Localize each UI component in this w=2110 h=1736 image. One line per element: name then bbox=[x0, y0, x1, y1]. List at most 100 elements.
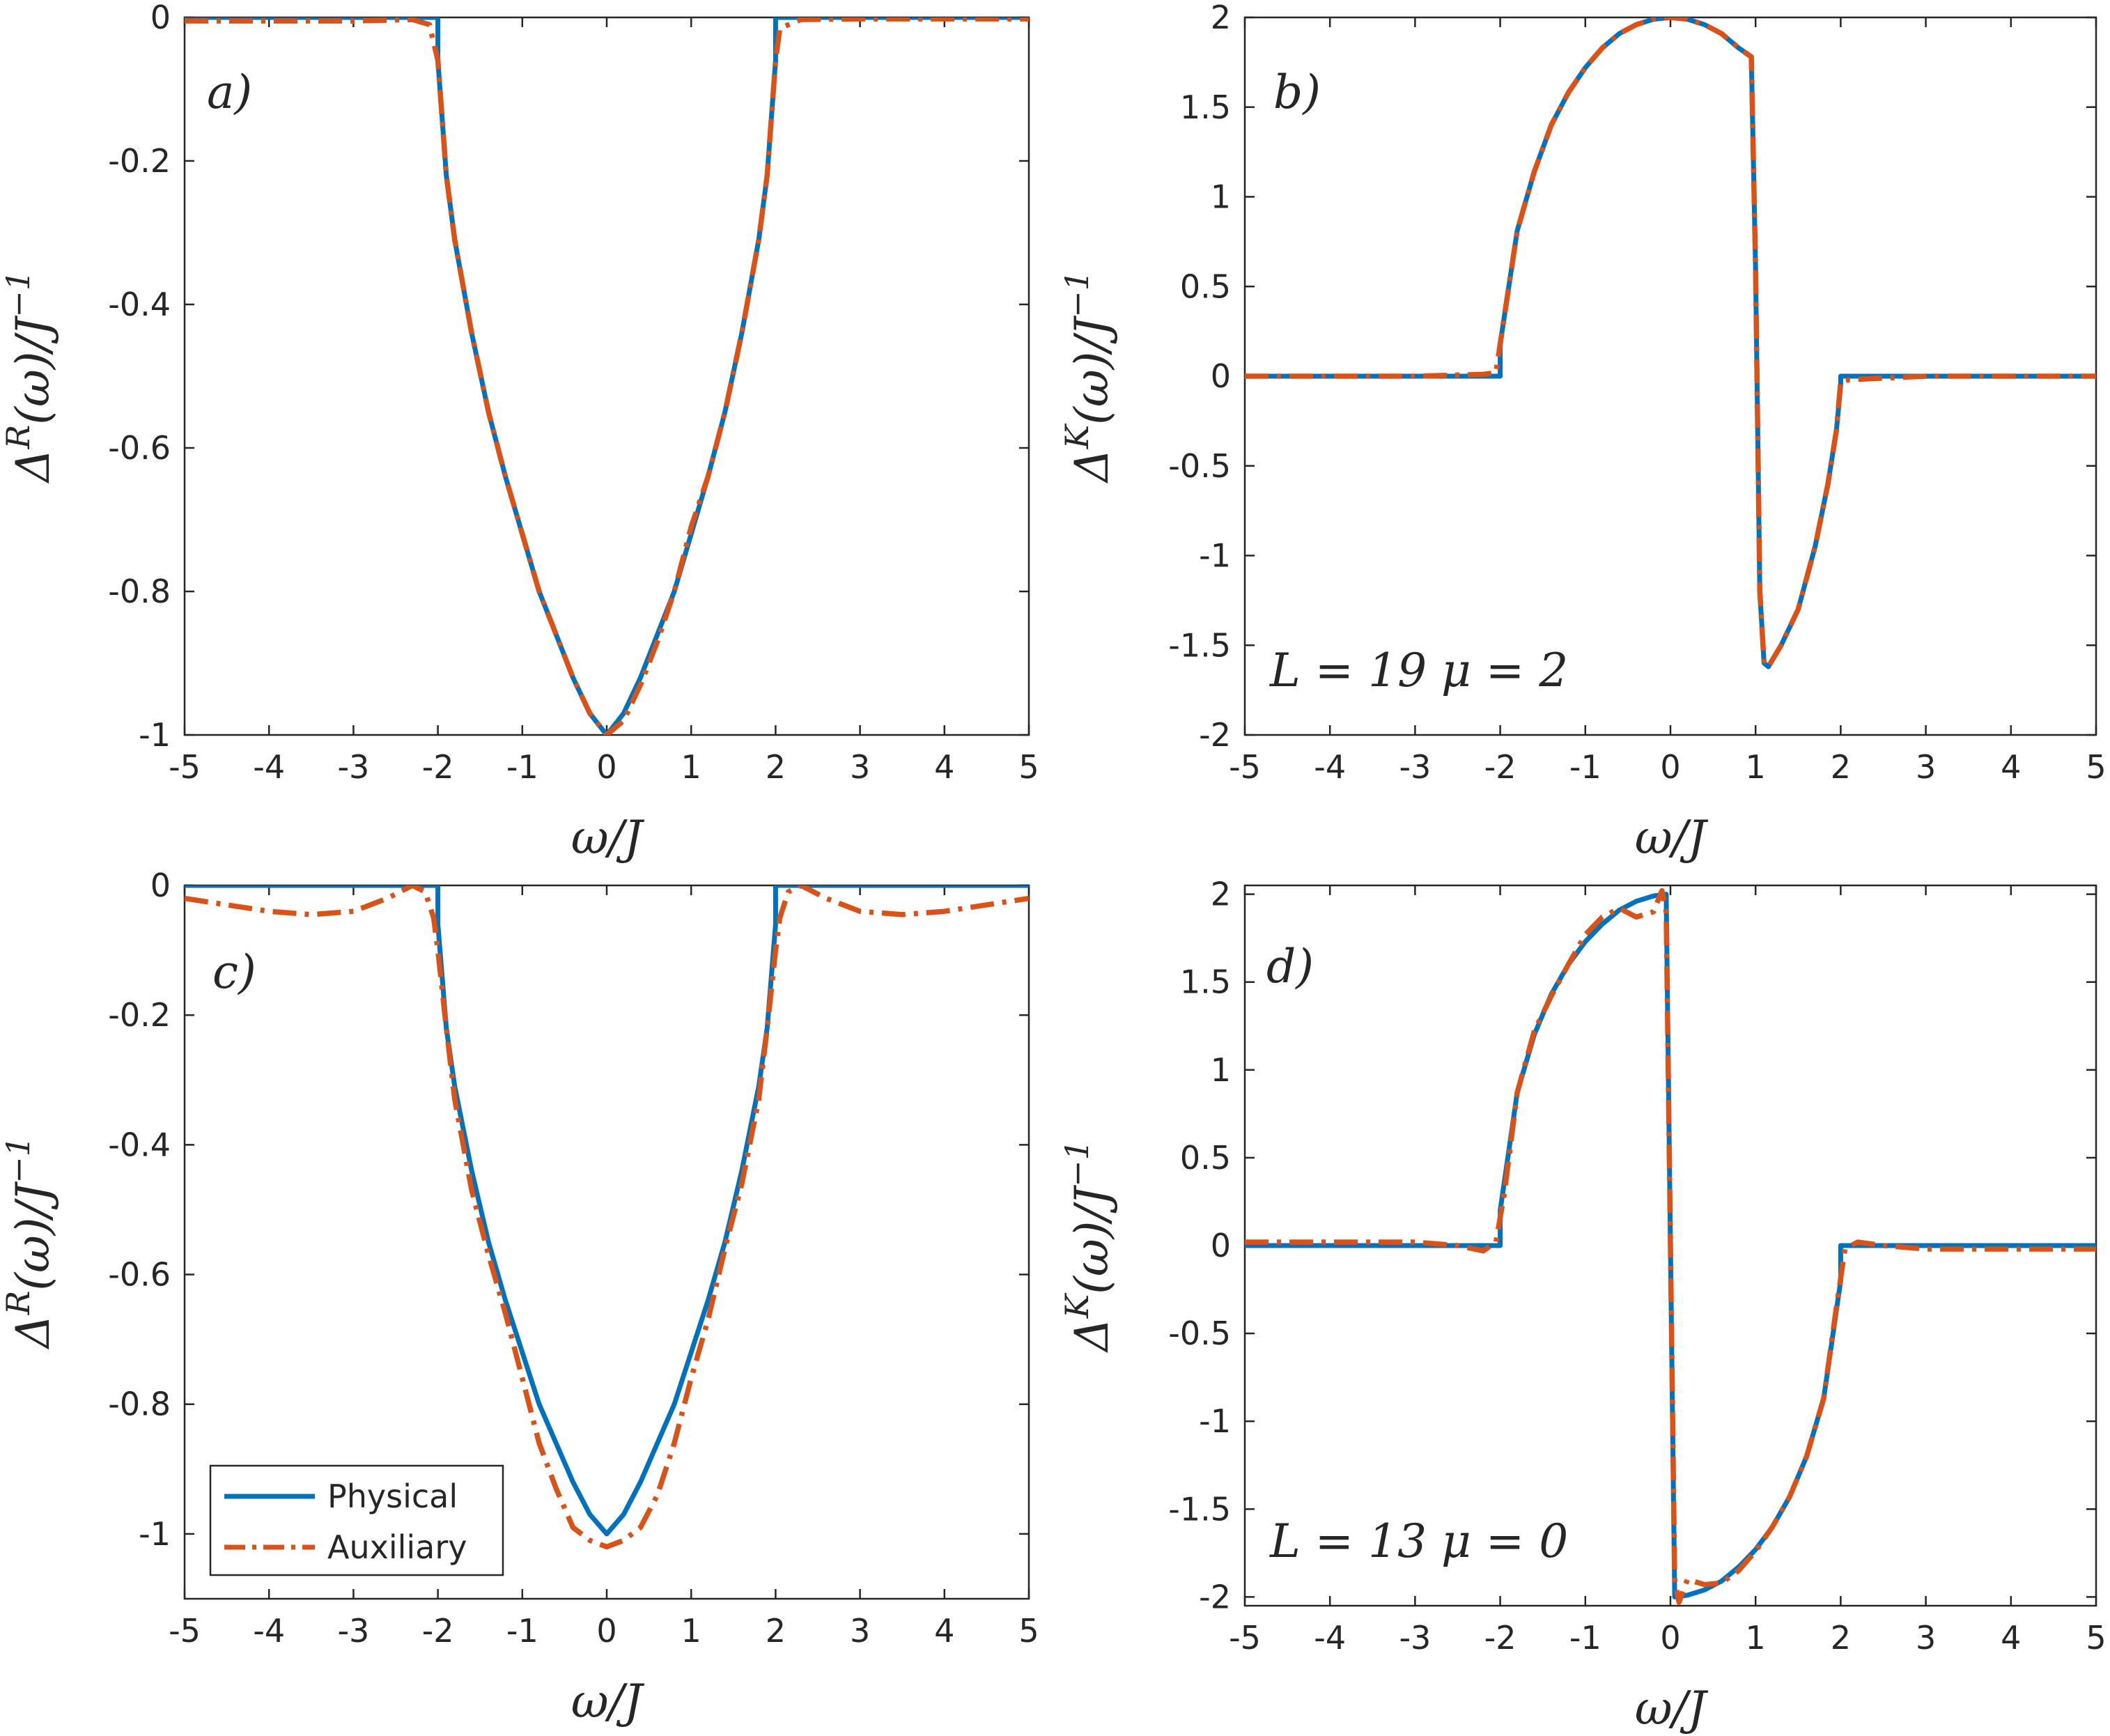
x-axis-title: ω/J bbox=[571, 1675, 645, 1728]
x-tick-label: -2 bbox=[422, 1612, 454, 1650]
x-tick-label: 4 bbox=[934, 748, 954, 786]
plot-area bbox=[185, 17, 1029, 735]
y-tick-label: -0.5 bbox=[1168, 1315, 1231, 1352]
y-tick-label: 0 bbox=[1211, 1227, 1231, 1264]
x-tick-label: -2 bbox=[1484, 1619, 1516, 1657]
x-tick-label: 2 bbox=[1831, 1619, 1851, 1657]
y-tick-label: -2 bbox=[1199, 716, 1231, 754]
y-tick-label: -1 bbox=[1199, 1402, 1231, 1440]
plot-area bbox=[185, 885, 1029, 1550]
x-tick-label: 3 bbox=[1916, 1619, 1936, 1657]
panel-label: d) bbox=[1266, 940, 1314, 993]
panel-label: b) bbox=[1273, 65, 1321, 119]
x-tick-label: 0 bbox=[1660, 748, 1680, 786]
y-tick-label: 0 bbox=[150, 867, 171, 904]
x-tick-label: -3 bbox=[1399, 1619, 1431, 1657]
y-tick-label: 1 bbox=[1211, 178, 1231, 216]
legend: Physical Auxiliary bbox=[209, 1464, 504, 1576]
y-tick-label: -1 bbox=[1199, 537, 1231, 575]
y-tick-label: -2 bbox=[1199, 1578, 1231, 1615]
panel-2: -5 -4 -3 -2 -1 0 1 2 3 4 5 -2 -1.5 -1 -0.5 0 0.5 1 1.5 2 b) L… bbox=[1058, 0, 2107, 865]
x-tick-label: 3 bbox=[850, 748, 870, 786]
x-tick-label: -1 bbox=[1569, 748, 1601, 786]
x-tick-label: -1 bbox=[506, 1612, 538, 1650]
y-tick-label: -1 bbox=[139, 1515, 171, 1553]
y-tick-label: -0.4 bbox=[108, 286, 171, 323]
panel-label: a) bbox=[207, 65, 252, 119]
y-tick-label: -0.2 bbox=[108, 996, 171, 1034]
panel-label: c) bbox=[212, 945, 256, 999]
y-tick-label: -0.5 bbox=[1168, 447, 1231, 485]
axes-box bbox=[183, 16, 1030, 736]
x-tick-label: -5 bbox=[169, 1612, 201, 1650]
x-tick-label: 5 bbox=[2086, 748, 2106, 786]
x-tick-label: 0 bbox=[596, 1612, 616, 1650]
y-axis-title: ΔK(ω)/J−1 bbox=[1058, 270, 1119, 484]
legend-entry: Auxiliary bbox=[327, 1528, 467, 1566]
panel-1: -5 -4 -3 -2 -1 0 1 2 3 4 5 -1 -0.8 -0.6 -0.4 -0.2 0 a) ω/J… bbox=[0, 0, 1039, 865]
x-tick-label: 0 bbox=[596, 748, 616, 786]
x-tick-label: 3 bbox=[1916, 748, 1936, 786]
y-tick-label: -0.6 bbox=[108, 1256, 171, 1294]
y-tick-label: -0.2 bbox=[108, 142, 171, 180]
y-tick-label: 1 bbox=[1211, 1051, 1231, 1089]
x-tick-label: 2 bbox=[766, 748, 786, 786]
x-tick-label: 0 bbox=[1660, 1619, 1680, 1657]
x-axis-title: ω/J bbox=[571, 811, 645, 865]
plot-area bbox=[1245, 17, 2096, 669]
x-tick-label: -3 bbox=[337, 1612, 369, 1650]
y-axis-title: ΔK(ω)/J−1 bbox=[1058, 1140, 1119, 1354]
y-tick-label: -0.8 bbox=[108, 573, 171, 610]
series-line-auxiliary bbox=[185, 885, 1029, 1550]
x-tick-label: -5 bbox=[1229, 1619, 1261, 1657]
series-line-auxiliary bbox=[185, 17, 1029, 735]
x-tick-label: -3 bbox=[337, 748, 369, 786]
x-tick-label: 1 bbox=[681, 1612, 701, 1650]
series-line-auxiliary bbox=[1245, 888, 2096, 1605]
x-axis-title: ω/J bbox=[1635, 1682, 1709, 1735]
x-tick-label: -1 bbox=[1569, 1619, 1601, 1657]
x-axis-title: ω/J bbox=[1635, 811, 1709, 865]
y-axis-title: ΔR(ω)/J−1 bbox=[0, 1136, 60, 1350]
x-tick-label: -4 bbox=[253, 748, 285, 786]
y-tick-label: 1.5 bbox=[1180, 963, 1231, 1001]
x-tick-label: -2 bbox=[1484, 748, 1516, 786]
y-tick-label: -0.4 bbox=[108, 1126, 171, 1163]
x-tick-label: -5 bbox=[1229, 748, 1261, 786]
y-tick-label: 1.5 bbox=[1180, 88, 1231, 126]
x-tick-label: 4 bbox=[934, 1612, 954, 1650]
x-tick-label: 3 bbox=[850, 1612, 870, 1650]
x-tick-label: 5 bbox=[1018, 1612, 1039, 1650]
y-tick-label: 2 bbox=[1211, 876, 1231, 913]
plot-area bbox=[1245, 888, 2096, 1605]
x-tick-label: 2 bbox=[766, 1612, 786, 1650]
x-tick-label: -4 bbox=[1314, 1619, 1346, 1657]
x-tick-label: 2 bbox=[1831, 748, 1851, 786]
y-tick-label: 0.5 bbox=[1180, 268, 1231, 305]
series-line-physical bbox=[185, 17, 1029, 735]
parameter-annotation: L = 19 μ = 2 bbox=[1269, 644, 1568, 697]
y-tick-label: -0.6 bbox=[108, 429, 171, 467]
x-tick-label: 5 bbox=[1018, 748, 1039, 786]
x-tick-label: -1 bbox=[506, 748, 538, 786]
x-tick-label: -5 bbox=[169, 748, 201, 786]
y-tick-label: -1.5 bbox=[1168, 1490, 1231, 1528]
x-tick-label: 1 bbox=[681, 748, 701, 786]
panel-3: -5 -4 -3 -2 -1 0 1 2 3 4 5 -1 -0.8 -0.6 -0.4 -0.2 0 c) ω/J… bbox=[0, 867, 1039, 1728]
y-tick-label: 2 bbox=[1211, 0, 1231, 36]
y-tick-label: -0.8 bbox=[108, 1386, 171, 1423]
legend-box bbox=[209, 1464, 504, 1576]
x-tick-label: -4 bbox=[1314, 748, 1346, 786]
y-tick-label: 0 bbox=[150, 0, 171, 36]
panel-4: -5 -4 -3 -2 -1 0 1 2 3 4 5 -2 -1.5 -1 -0.5 0 0.5 1 1.5 2 d) L… bbox=[1058, 876, 2107, 1735]
y-tick-label: 0 bbox=[1211, 357, 1231, 395]
y-axis-title: ΔR(ω)/J−1 bbox=[0, 270, 60, 484]
y-tick-label: -1.5 bbox=[1168, 626, 1231, 664]
x-tick-label: 4 bbox=[2001, 748, 2021, 786]
series-line-auxiliary bbox=[1245, 17, 2096, 669]
y-tick-label: 0.5 bbox=[1180, 1139, 1231, 1177]
legend-entry: Physical bbox=[327, 1478, 458, 1515]
x-tick-label: -2 bbox=[422, 748, 454, 786]
x-tick-label: -4 bbox=[253, 1612, 285, 1650]
